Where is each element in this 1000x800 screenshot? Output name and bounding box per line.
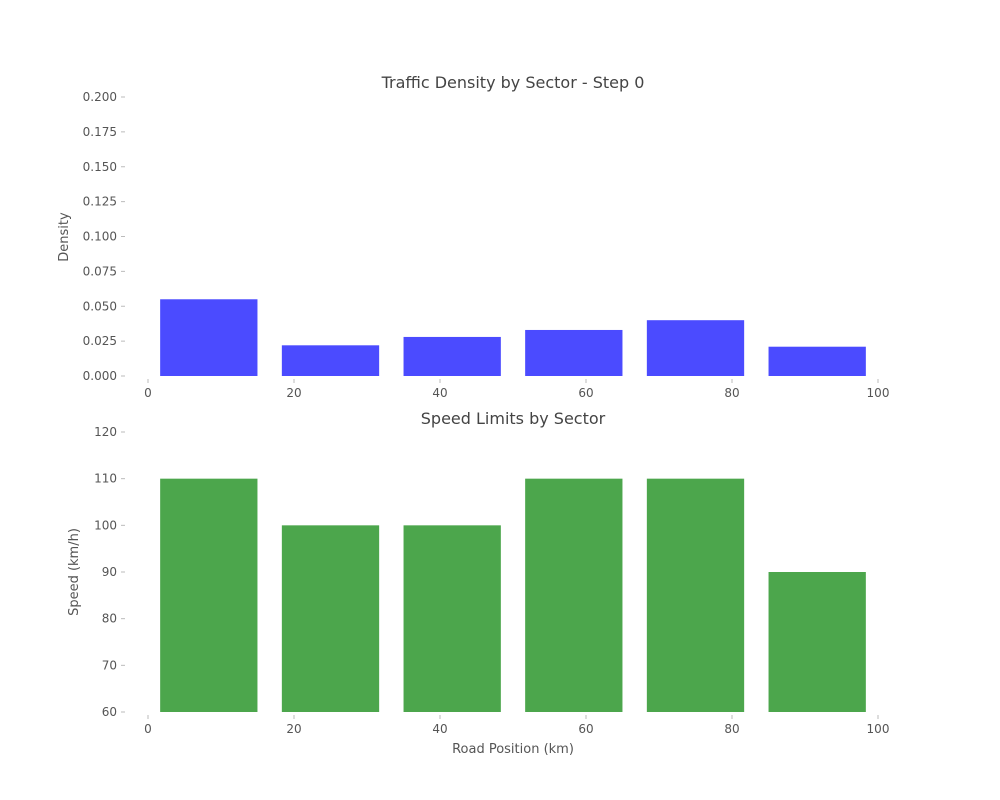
density-x-tick-label: 100 [867, 386, 890, 400]
speed-y-tick-label: 80 [102, 612, 117, 626]
density-y-tick-label: 0.075 [83, 264, 117, 278]
speed-x-tick-label: 80 [724, 722, 739, 736]
speed-y-tick-label: 110 [94, 472, 117, 486]
density-bar [646, 320, 745, 376]
density-y-tick-label: 0.150 [83, 160, 117, 174]
speed-chart: Speed Limits by Sector Speed (km/h) Road… [67, 409, 889, 757]
density-bar [403, 336, 501, 376]
speed-bar [768, 572, 866, 712]
density-x-tick-label: 40 [432, 386, 447, 400]
speed-x-axis-label: Road Position (km) [452, 742, 574, 757]
density-bar [525, 329, 623, 376]
density-y-tick-label: 0.100 [83, 230, 117, 244]
density-y-tick-label: 0.200 [83, 90, 117, 104]
speed-bar [646, 478, 745, 712]
speed-bar [525, 478, 623, 712]
density-chart-title: Traffic Density by Sector - Step 0 [381, 73, 645, 92]
density-y-tick-label: 0.050 [83, 299, 117, 313]
speed-bar [281, 525, 380, 712]
speed-x-ticks: 0 20 40 60 80 100 [144, 715, 889, 736]
density-y-tick-label: 0.175 [83, 125, 117, 139]
density-bar [281, 345, 380, 376]
density-bar [768, 346, 866, 376]
speed-y-tick-label: 90 [102, 565, 117, 579]
speed-y-ticks: 60 70 80 90 100 110 120 [94, 425, 125, 719]
density-x-tick-label: 80 [724, 386, 739, 400]
speed-x-tick-label: 0 [144, 722, 152, 736]
speed-bar [403, 525, 501, 712]
density-chart: Traffic Density by Sector - Step 0 Densi… [57, 73, 889, 400]
speed-bar [160, 478, 258, 712]
density-y-axis-label: Density [57, 212, 72, 262]
speed-y-tick-label: 70 [102, 658, 117, 672]
density-x-ticks: 0 20 40 60 80 100 [144, 379, 889, 400]
speed-x-tick-label: 100 [867, 722, 890, 736]
speed-bars [160, 478, 866, 712]
speed-x-tick-label: 20 [286, 722, 301, 736]
speed-x-tick-label: 40 [432, 722, 447, 736]
density-y-tick-label: 0.125 [83, 195, 117, 209]
density-bar [160, 299, 258, 376]
density-x-tick-label: 20 [286, 386, 301, 400]
speed-y-tick-label: 100 [94, 518, 117, 532]
density-y-tick-label: 0.000 [83, 369, 117, 383]
speed-y-tick-label: 60 [102, 705, 117, 719]
density-x-tick-label: 0 [144, 386, 152, 400]
speed-chart-title: Speed Limits by Sector [421, 409, 606, 428]
density-x-tick-label: 60 [578, 386, 593, 400]
speed-y-tick-label: 120 [94, 425, 117, 439]
speed-x-tick-label: 60 [578, 722, 593, 736]
density-y-tick-label: 0.025 [83, 334, 117, 348]
speed-y-axis-label: Speed (km/h) [67, 528, 82, 616]
density-bars [160, 299, 866, 376]
density-y-ticks: 0.000 0.025 0.050 0.075 0.100 0.125 0.150 0.175… [83, 90, 125, 383]
